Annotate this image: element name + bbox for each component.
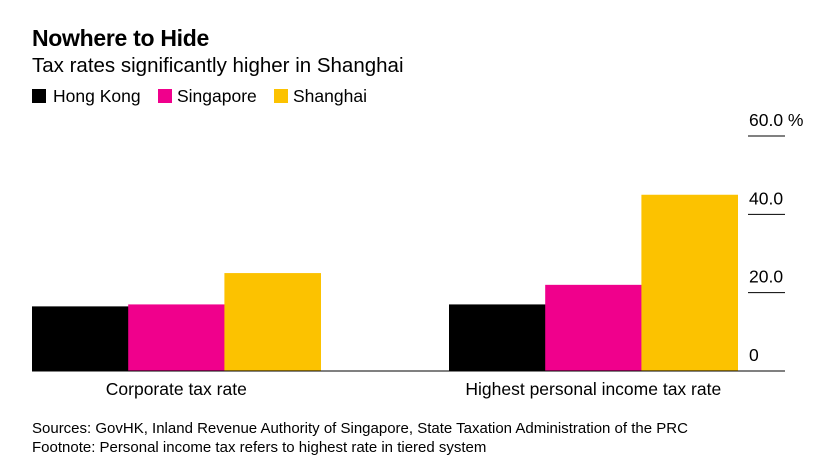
legend-label-shanghai: Shanghai xyxy=(293,86,367,106)
y-axis: 60.0 % 40.0 20.0 0 xyxy=(748,110,803,365)
legend-item-hong-kong: Hong Kong xyxy=(32,86,141,106)
chart-subtitle: Tax rates significantly higher in Shangh… xyxy=(32,54,404,77)
legend-item-singapore: Singapore xyxy=(158,86,257,106)
source-note: Sources: GovHK, Inland Revenue Authority… xyxy=(32,420,688,437)
legend: Hong Kong Singapore Shanghai xyxy=(32,86,367,106)
y-tick-label-60: 60.0 % xyxy=(749,110,803,130)
y-tick-label-40: 40.0 xyxy=(749,188,783,208)
y-tick-label-20: 20.0 xyxy=(749,267,783,287)
bar-singapore-highest-personal-income-tax-rate xyxy=(545,284,642,371)
category-label-highest-personal-income-tax-rate: Highest personal income tax rate xyxy=(465,379,721,399)
chart-title: Nowhere to Hide xyxy=(32,25,209,51)
bars xyxy=(32,194,738,372)
legend-item-shanghai: Shanghai xyxy=(274,86,367,106)
bar-shanghai-corporate-tax-rate xyxy=(224,273,321,371)
legend-label-hong-kong: Hong Kong xyxy=(53,86,141,106)
legend-label-singapore: Singapore xyxy=(177,86,257,106)
legend-swatch-hong-kong xyxy=(32,89,46,103)
footnote: Footnote: Personal income tax refers to … xyxy=(32,439,486,456)
bar-singapore-corporate-tax-rate xyxy=(128,304,225,371)
y-tick-label-0: 0 xyxy=(749,345,759,365)
legend-swatch-shanghai xyxy=(274,89,288,103)
category-label-corporate-tax-rate: Corporate tax rate xyxy=(106,379,247,399)
legend-swatch-singapore xyxy=(158,89,172,103)
bar-shanghai-highest-personal-income-tax-rate xyxy=(641,194,738,371)
bar-hong-kong-highest-personal-income-tax-rate xyxy=(449,304,546,371)
bar-hong-kong-corporate-tax-rate xyxy=(32,306,129,372)
